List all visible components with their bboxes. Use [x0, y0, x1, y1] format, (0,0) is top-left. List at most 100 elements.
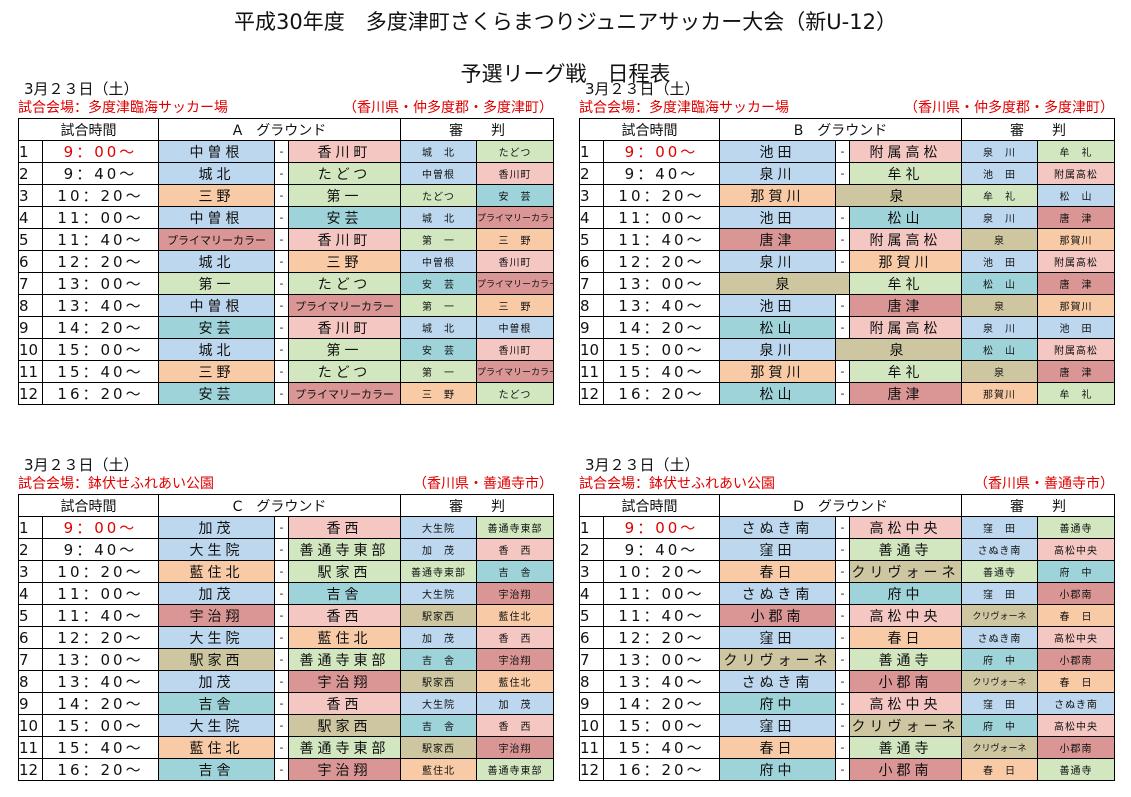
match-number: 2: [579, 162, 604, 185]
match-number: 9: [18, 316, 43, 339]
versus-separator: -: [274, 316, 289, 339]
referee-team-2: 高松中央: [1037, 714, 1116, 737]
away-team: 春日: [848, 626, 963, 649]
match-row: 2 9：40～ 大生院 - 善通寺東部加 茂香 西: [18, 538, 554, 561]
match-time: 15：40～: [42, 736, 159, 759]
home-team: 池田: [719, 206, 836, 229]
home-team: 中曽根: [158, 294, 275, 317]
match-time: 12：20～: [603, 626, 720, 649]
home-team: 唐津: [719, 228, 836, 251]
referee-team-2: プライマリーカラー: [476, 272, 555, 295]
home-team: 加茂: [158, 516, 275, 539]
away-team: 高松中央: [848, 604, 963, 627]
away-team: 第一: [287, 338, 402, 361]
referee-team-2: 善通寺: [1037, 758, 1116, 781]
home-team: 窪田: [719, 538, 836, 561]
header-row: 試合時間 A グラウンド審 判: [18, 118, 555, 141]
match-row: 8 13：40～ 池田 - 唐津泉那賀川: [579, 294, 1116, 317]
match-row: 6 12：20～ 城北 - 三野 中曽根 香川町: [18, 250, 555, 273]
referee-header: 審 判: [400, 494, 554, 517]
match-row: 6 12：20～ 窪田 - 春日 さぬき南 高松中央: [579, 626, 1116, 649]
time-header: 試合時間: [579, 118, 720, 141]
match-number: 2: [18, 162, 43, 185]
header-row: 試合時間 C グラウンド審 判: [18, 494, 554, 517]
away-team: 善通寺東部: [288, 538, 401, 561]
referee-team-1: 那賀川: [961, 382, 1039, 405]
match-row: 2 9：40～ 城北 - たどつ 中曽根 香川町: [18, 162, 555, 185]
venue-location: （香川県・仲多度郡・多度津町）: [343, 100, 553, 116]
match-row: 1 9：00～ さぬき南 - 高松中央窪 田善通寺: [579, 516, 1116, 539]
match-time: 15：40～: [42, 360, 159, 383]
match-row: 12 16：20～ 安芸 - プライマリーカラー三 野たどつ: [18, 382, 555, 405]
away-team: クリヴォーネ: [848, 714, 963, 737]
match-time: 12：20～: [42, 626, 159, 649]
versus-separator: -: [835, 294, 850, 317]
home-team: 城北: [158, 162, 275, 185]
home-team: 大生院: [158, 538, 275, 561]
referee-team-1: 中曽根: [400, 250, 478, 273]
home-team: 松山: [719, 382, 836, 405]
away-team: クリヴォーネ: [848, 560, 963, 583]
home-team: さぬき南: [719, 670, 836, 693]
match-number: 4: [579, 206, 604, 229]
referee-team-2: 小郡南: [1037, 582, 1116, 605]
match-row: 8 13：40～ 加茂 - 宇治翔 駅家西 藍住北: [18, 670, 554, 693]
home-team: 中曽根: [158, 206, 275, 229]
match-number: 11: [18, 360, 43, 383]
versus-separator: -: [274, 736, 289, 759]
referee-team-2: 唐 津: [1037, 360, 1116, 383]
away-team: 泉: [834, 184, 963, 207]
venue-location: （香川県・善通寺市）: [974, 476, 1114, 492]
referee-team-1: たどつ: [400, 184, 478, 207]
referee-header: 審 判: [400, 118, 555, 141]
referee-team-1: 泉 川: [961, 140, 1039, 163]
referee-team-1: 善通寺: [961, 560, 1039, 583]
away-team: 吉舎: [288, 582, 401, 605]
match-row: 1 9：00～ 中曽根 - 香川町城 北たどつ: [18, 140, 555, 163]
referee-team-2: 香川町: [476, 250, 555, 273]
match-row: 2 9：40～ 泉川 - 牟礼池 田附属高松: [579, 162, 1116, 185]
venue-line: 試合会場：多度津臨海サッカー場 （香川県・仲多度郡・多度津町）: [579, 98, 1114, 118]
referee-team-1: 城 北: [400, 316, 478, 339]
match-row: 11 15：40～ 那賀川 - 牟礼泉唐 津: [579, 360, 1116, 383]
match-time: 11：00～: [603, 582, 720, 605]
match-time: 11：40～: [42, 604, 159, 627]
home-team: 城北: [158, 338, 275, 361]
versus-separator: -: [835, 360, 850, 383]
home-team: 窪田: [719, 714, 836, 737]
versus-separator: -: [835, 382, 850, 405]
home-team: 安芸: [158, 382, 275, 405]
away-team: プライマリーカラー: [287, 382, 402, 405]
match-time: 14：20～: [603, 692, 720, 715]
referee-team-2: 池 田: [1037, 316, 1116, 339]
match-row: 8 13：40～ さぬき南 - 小郡南 クリヴォーネ春 日: [579, 670, 1116, 693]
away-team: プライマリーカラー: [287, 294, 402, 317]
versus-separator: -: [274, 582, 289, 605]
match-row: 4 11：00～ さぬき南 - 府中窪 田小郡南: [579, 582, 1116, 605]
match-time: 13：00～: [603, 648, 720, 671]
referee-team-2: 宇治翔: [476, 736, 554, 759]
referee-team-1: 第 一: [400, 228, 478, 251]
versus-separator: -: [274, 184, 289, 207]
referee-team-1: 城 北: [400, 206, 478, 229]
match-number: 12: [18, 758, 43, 781]
versus-separator: -: [274, 272, 289, 295]
away-team: 駅家西: [288, 560, 401, 583]
versus-separator: -: [835, 736, 850, 759]
away-team: 香川町: [287, 140, 402, 163]
versus-separator: -: [274, 338, 289, 361]
match-row: 4 11：00～ 中曽根 - 安芸城 北プライマリーカラー: [18, 206, 555, 229]
match-number: 12: [579, 382, 604, 405]
match-time: 13：40～: [42, 294, 159, 317]
referee-team-2: 香 西: [476, 626, 554, 649]
match-time: 11：40～: [603, 228, 720, 251]
versus-separator: -: [835, 758, 850, 781]
away-team: 牟礼: [848, 162, 963, 185]
match-number: 6: [579, 250, 604, 273]
versus-separator: -: [274, 516, 289, 539]
referee-team-1: 加 茂: [400, 626, 477, 649]
schedule-table: 試合時間 B グラウンド審 判 1 9：00～ 池田 - 附属高松泉 川牟 礼 2 9：40～泉…: [579, 118, 1116, 405]
away-team: 泉: [834, 338, 963, 361]
referee-team-2: 宇治翔: [476, 582, 554, 605]
match-time: 9：00～: [42, 140, 159, 163]
